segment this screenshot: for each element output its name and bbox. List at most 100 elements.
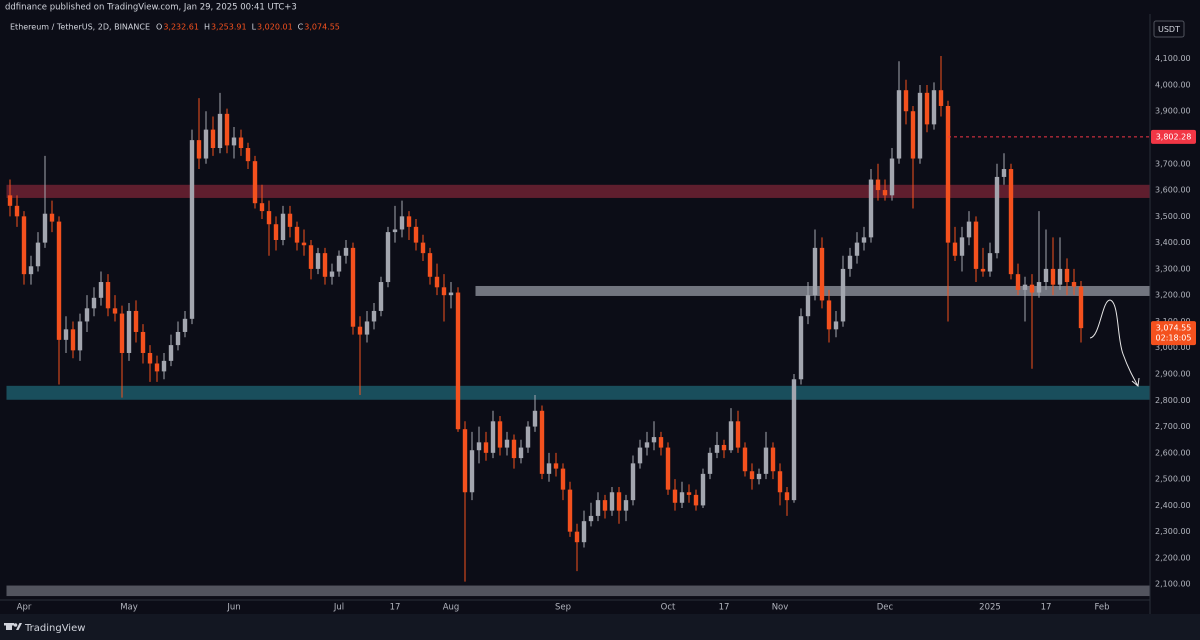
- y-tick-label: 3,200.00: [1155, 291, 1191, 300]
- y-tick-label: 2,300.00: [1155, 527, 1191, 536]
- candle-body: [1071, 282, 1077, 287]
- candle-body: [518, 447, 524, 459]
- candle-body: [896, 90, 902, 159]
- candle-body: [301, 242, 307, 246]
- candle-body: [735, 421, 741, 448]
- candle-body: [35, 242, 41, 267]
- candle-body: [175, 331, 181, 346]
- candle-body: [574, 531, 580, 543]
- candle-body: [448, 292, 454, 296]
- candle-body: [427, 253, 433, 277]
- y-tick-label: 4,100.00: [1155, 54, 1191, 63]
- candle-body: [371, 310, 377, 322]
- candle-body: [266, 211, 272, 225]
- ohlc-value: 3,020.01: [257, 23, 293, 32]
- candle-body: [406, 216, 412, 227]
- candle-body: [602, 500, 608, 511]
- candle-body: [847, 255, 853, 269]
- currency: USDT: [1158, 25, 1180, 34]
- candle-body: [791, 379, 797, 501]
- candle-body: [588, 515, 594, 522]
- y-tick-label: 3,900.00: [1155, 107, 1191, 116]
- x-tick-label: Oct: [661, 603, 676, 613]
- candle-body: [322, 253, 328, 277]
- candle-body: [28, 266, 34, 275]
- candle-body: [798, 316, 804, 380]
- candle-body: [742, 447, 748, 472]
- candle-body: [392, 229, 398, 233]
- footer-bar: [0, 614, 1200, 640]
- candle-body: [868, 179, 874, 238]
- arrow-head: [1131, 377, 1140, 387]
- last-price-tag: [1151, 321, 1196, 346]
- marker-label: 3,802.28: [1156, 132, 1192, 141]
- candle-body: [77, 321, 83, 351]
- candle-body: [42, 213, 48, 243]
- x-tick-label: Jun: [226, 603, 240, 613]
- candle-body: [749, 471, 755, 480]
- candle-body: [385, 232, 391, 283]
- candle-body: [644, 442, 650, 448]
- candle-body: [182, 318, 188, 332]
- y-tick-label: 3,600.00: [1155, 186, 1191, 195]
- candle-body: [161, 360, 167, 372]
- candle-body: [875, 179, 881, 191]
- candle-body: [812, 247, 818, 296]
- candle-body: [966, 221, 972, 238]
- candle-body: [567, 489, 573, 532]
- candle-body: [364, 321, 370, 335]
- candle-body: [861, 237, 867, 243]
- x-tick-label: May: [120, 603, 138, 613]
- candle-body: [245, 148, 251, 162]
- candle-body: [504, 439, 510, 448]
- candle-body: [483, 442, 489, 453]
- candle-body: [1029, 284, 1035, 293]
- candle-body: [14, 205, 20, 217]
- candle-body: [1078, 286, 1084, 329]
- candle-body: [413, 226, 419, 243]
- candle-body: [21, 216, 27, 275]
- candle-body: [462, 429, 468, 493]
- candle-body: [784, 492, 790, 501]
- x-tick-label: Dec: [877, 603, 894, 613]
- candle-body: [1036, 282, 1042, 293]
- zone: [6, 184, 1150, 198]
- candle-body: [105, 282, 111, 309]
- countdown: 02:18:05: [1156, 334, 1192, 343]
- zone: [475, 285, 1150, 296]
- brand-logo: [4, 623, 22, 630]
- currency-box: [1153, 20, 1185, 38]
- x-tick-label: 2025: [979, 603, 1001, 613]
- candle-body: [154, 363, 160, 372]
- x-tick-label: 17: [390, 603, 401, 613]
- candle-body: [553, 463, 559, 469]
- candle-body: [119, 313, 125, 353]
- x-tick-label: Apr: [17, 603, 32, 613]
- candle-body: [441, 287, 447, 296]
- candle-body: [1050, 268, 1056, 285]
- candle-body: [231, 137, 237, 146]
- candle-body: [994, 176, 1000, 254]
- candle-body: [1015, 274, 1021, 290]
- chart-title: Ethereum / TetherUS, 2D, BINANCE: [10, 23, 150, 32]
- candle-body: [140, 331, 146, 353]
- candle-body: [840, 268, 846, 322]
- candle-body: [560, 468, 566, 490]
- zone: [6, 385, 1150, 400]
- candle-body: [980, 268, 986, 272]
- candle-body: [805, 295, 811, 317]
- candle-body: [189, 140, 195, 319]
- candle-body: [819, 247, 825, 301]
- last-price-label: 3,074.55: [1156, 324, 1192, 333]
- candle-body: [581, 521, 587, 543]
- candle-body: [882, 190, 888, 196]
- candle-body: [1001, 169, 1007, 177]
- candle-body: [903, 90, 909, 112]
- candle-body: [931, 90, 937, 125]
- y-tick-label: 2,100.00: [1155, 580, 1191, 589]
- x-tick-label: 17: [719, 603, 730, 613]
- candle-body: [455, 292, 461, 430]
- candle-body: [679, 492, 685, 503]
- x-tick-label: Aug: [443, 603, 460, 613]
